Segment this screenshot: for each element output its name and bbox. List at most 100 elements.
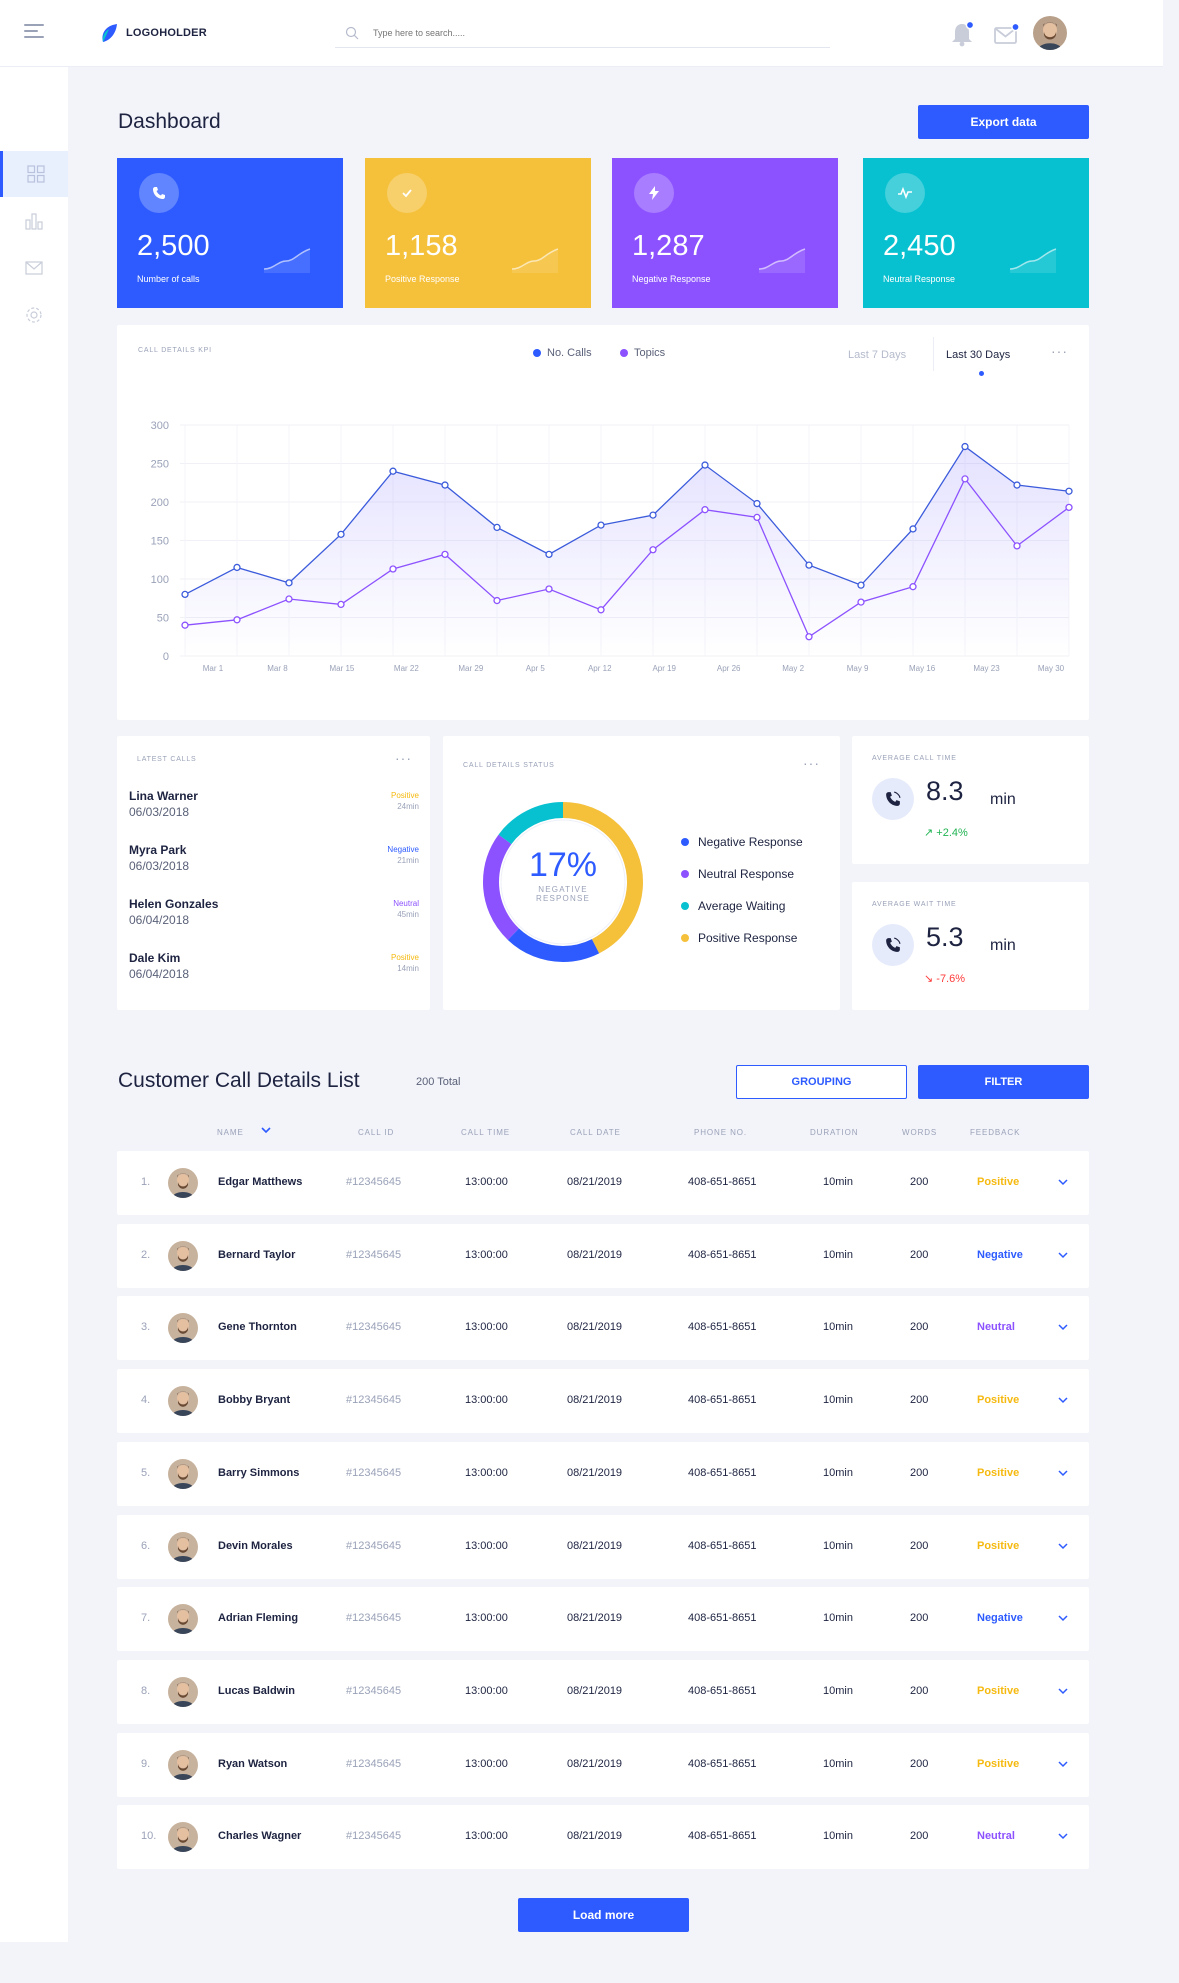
table-row[interactable]: 6. Devin Morales #12345645 13:00:00 08/21/20… (117, 1514, 1089, 1579)
more-options-icon[interactable]: ··· (1051, 343, 1068, 359)
legend-label: Average Waiting (698, 899, 786, 913)
donut-segment (483, 802, 643, 962)
sidebar-item-reports[interactable] (0, 198, 68, 244)
column-header-words[interactable]: WORDS (902, 1128, 938, 1137)
row-phone: 408-651-8651 (688, 1321, 757, 1334)
column-header-duration[interactable]: DURATION (810, 1128, 859, 1137)
row-call-date: 08/21/2019 (567, 1466, 623, 1479)
table-row[interactable]: 2. Bernard Taylor #12345645 13:00:00 08/21/2… (117, 1223, 1089, 1288)
column-header-name[interactable]: NAME (217, 1128, 244, 1137)
expand-chevron-down-icon[interactable] (1056, 1248, 1070, 1262)
row-duration: 10min (823, 1830, 853, 1843)
latest-call-row[interactable]: Lina Warner 06/03/2018 Positive 24min (129, 789, 419, 837)
data-point (1065, 503, 1073, 512)
more-options-icon[interactable]: ··· (395, 750, 412, 766)
latest-call-row[interactable]: Helen Gonzales 06/04/2018 Neutral 45min (129, 897, 419, 945)
latest-calls-title: LATEST CALLS (137, 756, 197, 763)
sparkline-icon (1009, 248, 1057, 273)
expand-chevron-down-icon[interactable] (1056, 1611, 1070, 1625)
row-name: Edgar Matthews (218, 1176, 303, 1188)
row-duration: 10min (823, 1612, 853, 1625)
data-point (389, 467, 397, 475)
stat-card-neutral[interactable]: 2,450 Neutral Response (863, 158, 1089, 308)
filter-button[interactable]: FILTER (918, 1065, 1089, 1099)
mail-icon[interactable] (994, 22, 1020, 46)
expand-chevron-down-icon[interactable] (1056, 1466, 1070, 1480)
expand-chevron-down-icon[interactable] (1056, 1829, 1070, 1843)
stat-card-negative[interactable]: 1,287 Negative Response (612, 158, 838, 308)
notification-bell-icon[interactable] (950, 20, 976, 48)
hamburger-menu-icon[interactable] (24, 24, 44, 40)
avg-wait-delta: ↘ -7.6% (924, 972, 965, 985)
average-wait-time-card: AVERAGE WAIT TIME 5.3 min ↘ -7.6% (852, 882, 1089, 1010)
table-row[interactable]: 5. Barry Simmons #12345645 13:00:00 08/21/20… (117, 1441, 1089, 1506)
column-header-phone[interactable]: PHONE NO. (694, 1128, 747, 1137)
stat-label: Negative Response (632, 274, 711, 284)
row-call-date: 08/21/2019 (567, 1248, 623, 1261)
search-input[interactable] (371, 26, 791, 39)
expand-chevron-down-icon[interactable] (1056, 1757, 1070, 1771)
data-point (441, 550, 449, 559)
table-row[interactable]: 10. Charles Wagner #12345645 13:00:00 08/21/… (117, 1805, 1089, 1870)
more-options-icon[interactable]: ··· (803, 755, 820, 771)
row-feedback: Positive (977, 1684, 1020, 1697)
row-feedback: Positive (977, 1539, 1020, 1552)
sidebar-item-messages[interactable] (0, 245, 68, 291)
row-duration: 10min (823, 1684, 853, 1697)
stat-card-positive[interactable]: 1,158 Positive Response (365, 158, 591, 308)
x-tick-label: May 23 (973, 664, 1000, 673)
row-index: 1. (141, 1176, 151, 1188)
table-row[interactable]: 4. Bobby Bryant #12345645 13:00:00 08/21/201… (117, 1369, 1089, 1434)
table-row[interactable]: 7. Adrian Fleming #12345645 13:00:00 08/21/2… (117, 1587, 1089, 1652)
call-status: Neutral (393, 899, 419, 908)
expand-chevron-down-icon[interactable] (1056, 1175, 1070, 1189)
tab-last-7-days[interactable]: Last 7 Days (848, 349, 907, 361)
stat-label: Number of calls (137, 274, 200, 284)
donut-legend-waiting: Average Waiting (681, 899, 785, 913)
sidebar (0, 67, 68, 1942)
expand-chevron-down-icon[interactable] (1056, 1320, 1070, 1334)
legend-label: No. Calls (547, 347, 592, 359)
expand-chevron-down-icon[interactable] (1056, 1539, 1070, 1553)
gear-icon (26, 307, 42, 323)
sidebar-item-settings[interactable] (0, 292, 68, 338)
row-words: 200 (910, 1757, 929, 1770)
row-call-date: 08/21/2019 (567, 1394, 623, 1407)
table-row[interactable]: 9. Ryan Watson #12345645 13:00:00 08/21/2019… (117, 1732, 1089, 1797)
row-avatar (168, 1458, 198, 1489)
load-more-button[interactable]: Load more (518, 1898, 689, 1932)
column-header-feedback[interactable]: FEEDBACK (970, 1128, 1021, 1137)
grouping-button[interactable]: GROUPING (736, 1065, 907, 1099)
table-row[interactable]: 1. Edgar Matthews #12345645 13:00:00 08/21/2… (117, 1151, 1089, 1215)
row-avatar (168, 1531, 198, 1562)
data-point (181, 590, 189, 599)
column-header-call-date[interactable]: CALL DATE (570, 1128, 621, 1137)
logo[interactable]: LOGOHOLDER (100, 23, 207, 43)
export-data-button[interactable]: Export data (918, 105, 1089, 139)
avg-call-value: 8.3 (926, 776, 964, 806)
expand-chevron-down-icon[interactable] (1056, 1684, 1070, 1698)
row-duration: 10min (823, 1466, 853, 1479)
legend-dot (681, 870, 689, 878)
column-header-call-id[interactable]: CALL ID (358, 1128, 395, 1137)
row-call-id: #12345645 (346, 1757, 402, 1770)
table-row[interactable]: 3. Gene Thornton #12345645 13:00:00 08/21/20… (117, 1296, 1089, 1361)
data-point (649, 511, 657, 519)
tab-last-30-days[interactable]: Last 30 Days (946, 349, 1011, 361)
data-point (1013, 542, 1021, 550)
expand-chevron-down-icon[interactable] (1056, 1393, 1070, 1407)
sidebar-item-dashboard[interactable] (0, 151, 68, 197)
kpi-title: CALL DETAILS KPI (138, 347, 212, 354)
stat-value: 2,450 (883, 230, 956, 262)
row-call-date: 08/21/2019 (567, 1684, 623, 1697)
latest-call-row[interactable]: Myra Park 06/03/2018 Negative 21min (129, 843, 419, 891)
stat-value: 2,500 (137, 230, 210, 262)
row-avatar (168, 1604, 198, 1635)
sort-chevron-down-icon[interactable] (261, 1126, 271, 1134)
user-avatar[interactable] (1033, 16, 1067, 50)
column-header-call-time[interactable]: CALL TIME (461, 1128, 511, 1137)
table-row[interactable]: 8. Lucas Baldwin #12345645 13:00:00 08/21/20… (117, 1659, 1089, 1724)
data-point (909, 583, 917, 591)
stat-card-calls[interactable]: 2,500 Number of calls (117, 158, 343, 308)
latest-call-row[interactable]: Dale Kim 06/04/2018 Positive 14min (129, 951, 419, 999)
